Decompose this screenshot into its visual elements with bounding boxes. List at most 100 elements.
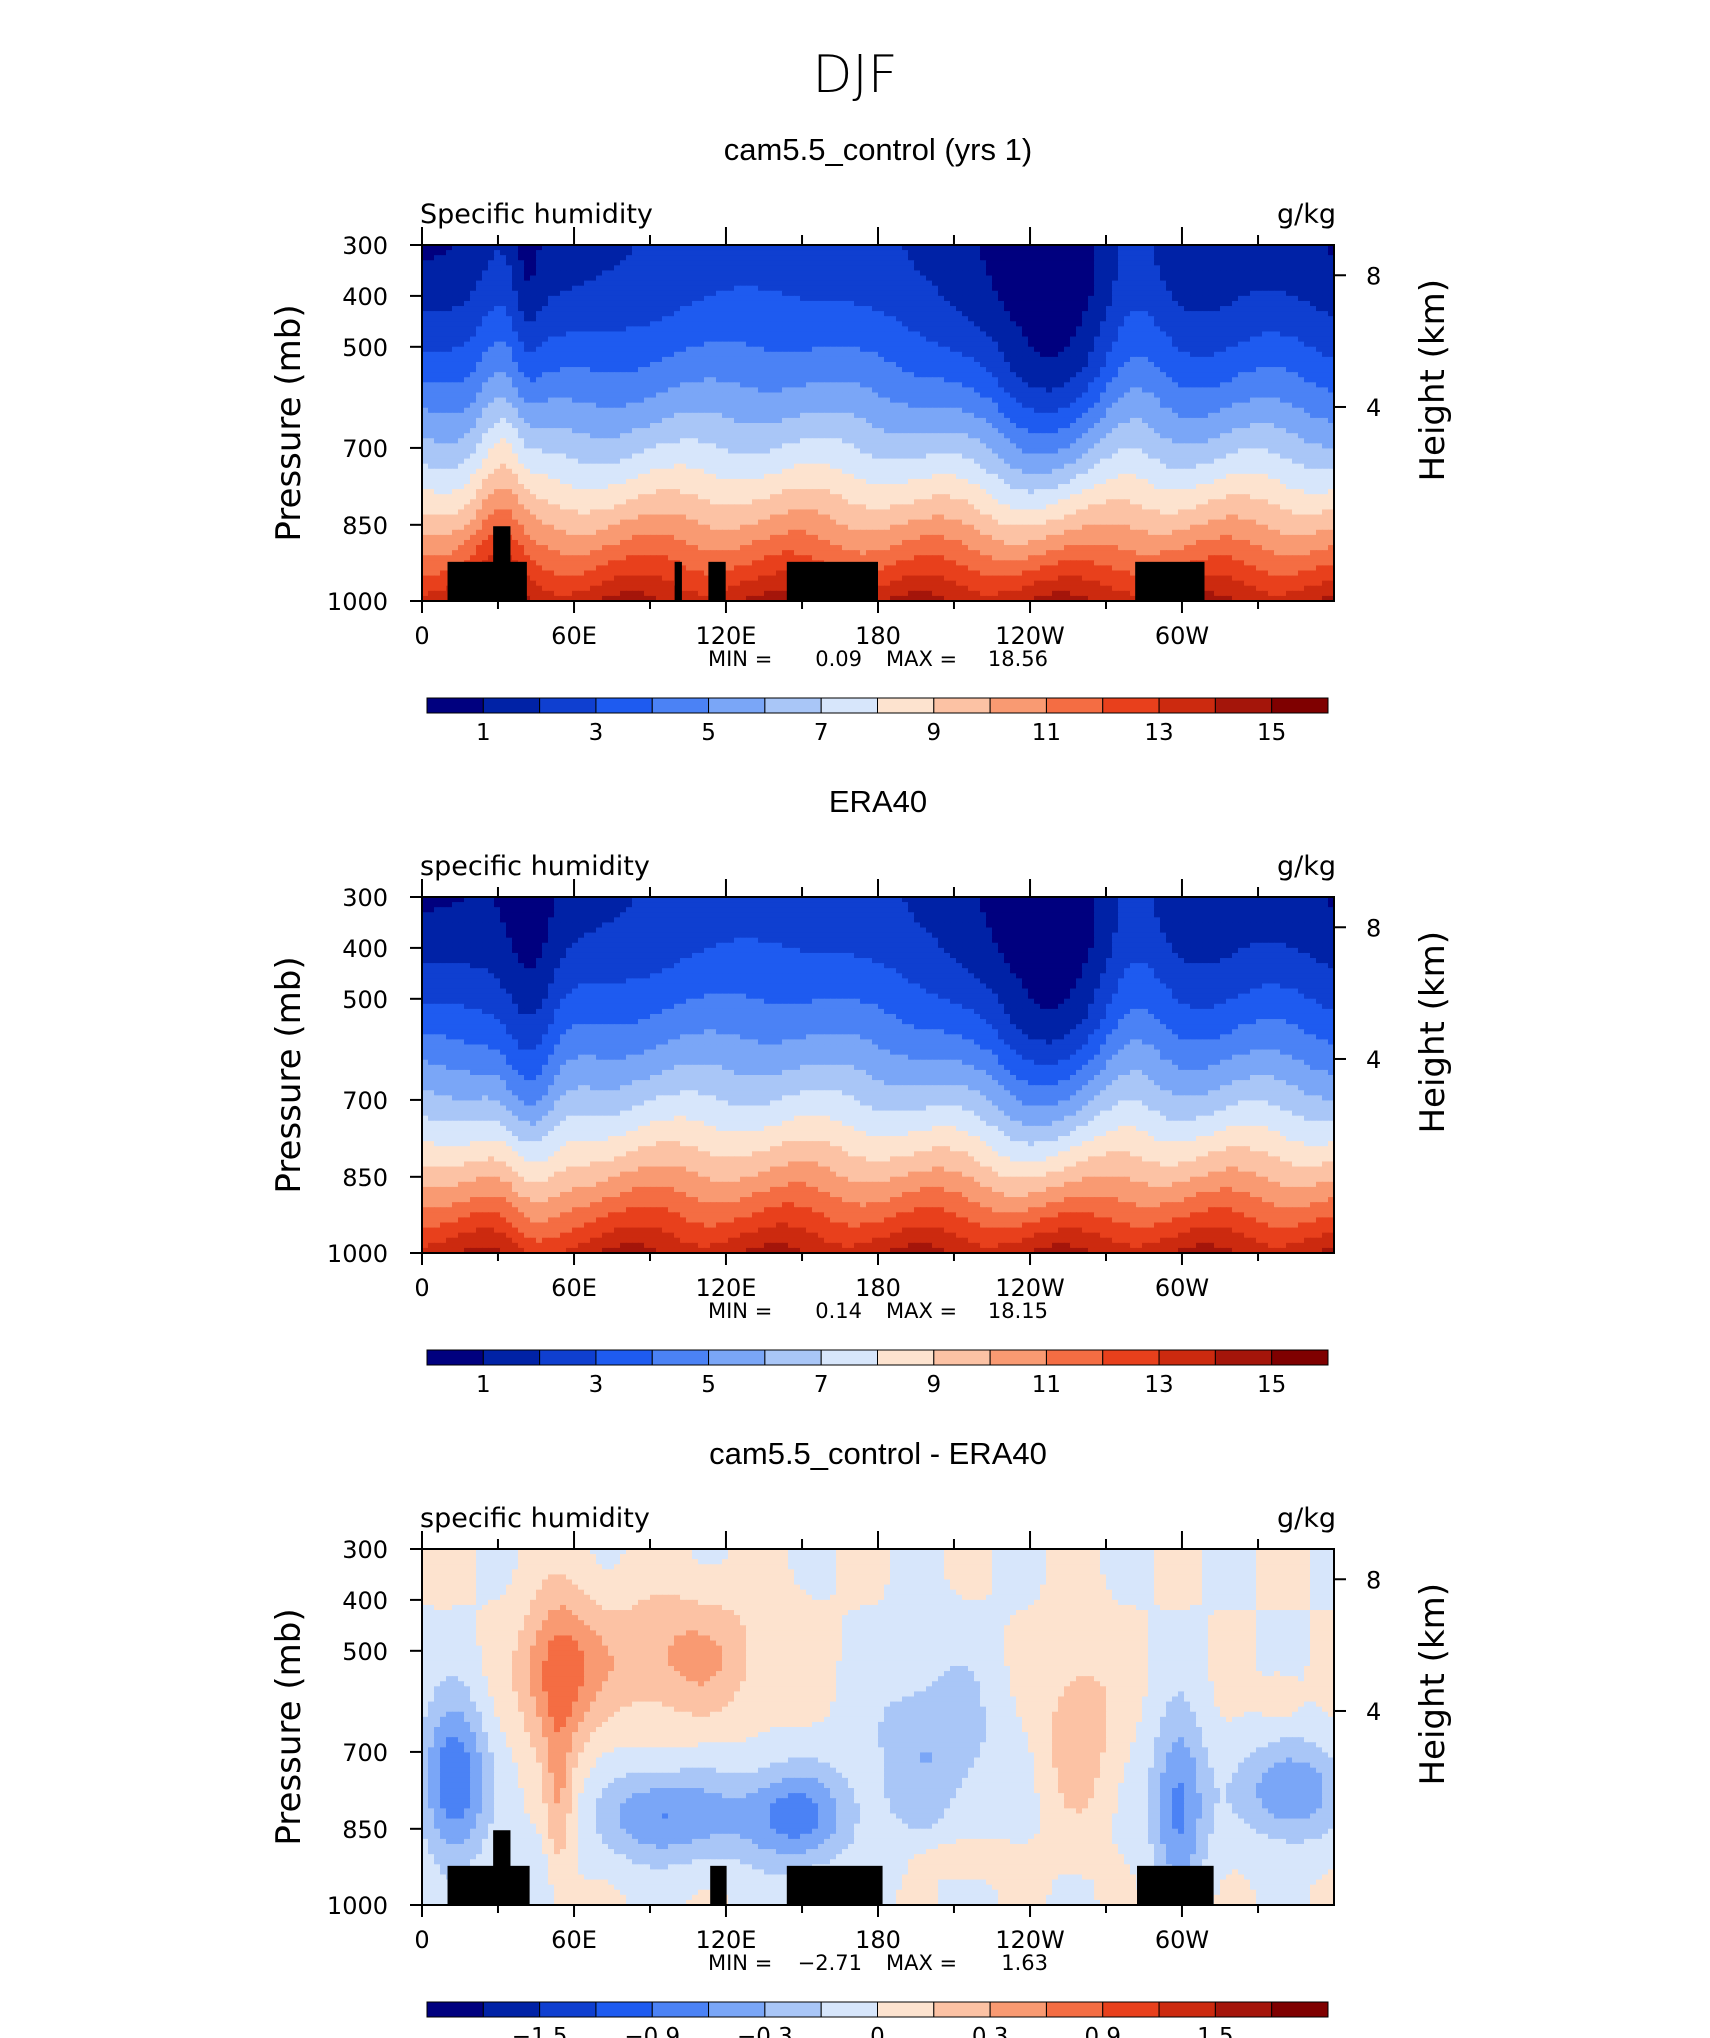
y-tick-label: 400	[342, 283, 388, 311]
topography-mask	[1137, 1865, 1214, 1905]
colorbar-label: 5	[701, 720, 716, 746]
min-value: −2.71	[798, 1951, 862, 1975]
colorbar: 1 3 5 7 9 11 13 15	[426, 1349, 1329, 1398]
colorbar-swatch	[426, 697, 484, 714]
topography-mask	[1135, 561, 1205, 601]
colorbar-swatch	[1214, 2001, 1273, 2018]
x-tick-label: 0	[414, 1274, 429, 1302]
colorbar-swatch	[1271, 2001, 1329, 2018]
colorbar-label: −0.9	[624, 2024, 680, 2038]
topography-mask	[786, 1865, 883, 1905]
colorbar-swatch	[1102, 2001, 1160, 2018]
colorbar: −1.5 −0.9 −0.3 0 0.3 0.9 1.5	[426, 2001, 1329, 2038]
x-tick-label: 120E	[695, 1926, 756, 1954]
panel-title: cam5.5_control - ERA40	[709, 1436, 1047, 1471]
y-axis-title: Pressure (mb)	[269, 1608, 309, 1845]
x-tick-label: 60W	[1155, 1926, 1209, 1954]
contour-field	[422, 245, 1334, 601]
max-value: 18.56	[988, 647, 1048, 671]
contour-field	[422, 897, 1334, 1253]
y-tick-label: 300	[342, 1536, 388, 1564]
chart-panel-1: cam5.5_control (yrs 1) Specific humidity g…	[269, 132, 1453, 746]
colorbar-label: 0.9	[1084, 2024, 1121, 2038]
y-tick-label: 400	[342, 935, 388, 963]
min-value: 0.14	[815, 1299, 862, 1323]
colorbar-label: 5	[701, 1372, 716, 1398]
x-tick-label: 180	[855, 1274, 901, 1302]
y-tick-label: 850	[342, 512, 388, 540]
colorbar-label: −0.3	[737, 2024, 793, 2038]
colorbar-label: 13	[1144, 720, 1173, 746]
colorbar-label: 3	[589, 720, 604, 746]
topography-mask	[674, 561, 682, 601]
topography-mask	[447, 561, 527, 601]
colorbar-swatch	[877, 2001, 935, 2018]
colorbar-swatch	[482, 1349, 541, 1366]
y-tick-label: 500	[342, 1638, 388, 1666]
contour-field	[422, 1549, 1334, 1905]
colorbar-swatch	[933, 2001, 991, 2018]
colorbar-label: 1	[476, 1372, 491, 1398]
max-label: MAX =	[886, 647, 957, 671]
y-tick-label: 850	[342, 1164, 388, 1192]
x-tick-label: 180	[855, 622, 901, 650]
max-label: MAX =	[886, 1299, 957, 1323]
colorbar-swatch	[708, 2001, 766, 2018]
panels: cam5.5_control (yrs 1) Specific humidity g…	[269, 132, 1453, 2038]
colorbar-label: 1.5	[1197, 2024, 1234, 2038]
x-tick-label: 60W	[1155, 622, 1209, 650]
colorbar-swatch	[1045, 1349, 1104, 1366]
units-label: g/kg	[1277, 199, 1336, 230]
topography-mask	[708, 561, 726, 601]
y2-tick-label: 4	[1366, 1698, 1381, 1726]
x-tick-label: 60E	[551, 1926, 597, 1954]
min-label: MIN =	[708, 647, 772, 671]
colorbar-swatch	[877, 1349, 935, 1366]
colorbar-swatch	[482, 697, 541, 714]
colorbar-swatch	[989, 697, 1047, 714]
colorbar-swatch	[1158, 1349, 1216, 1366]
colorbar-swatch	[1271, 697, 1329, 714]
colorbar-label: 15	[1257, 720, 1286, 746]
chart-panel-3: cam5.5_control - ERA40 specific humidity g…	[269, 1436, 1453, 2038]
y2-axis-title: Height (km)	[1413, 931, 1453, 1134]
panel-title: cam5.5_control (yrs 1)	[724, 132, 1032, 167]
y2-tick-label: 8	[1366, 262, 1381, 290]
colorbar-label: 9	[926, 720, 941, 746]
x-tick-label: 120W	[995, 1274, 1065, 1302]
y-tick-label: 300	[342, 884, 388, 912]
colorbar-swatch	[539, 2001, 597, 2018]
colorbar-swatch	[1158, 697, 1216, 714]
colorbar-label: 1	[476, 720, 491, 746]
y2-axis-title: Height (km)	[1413, 279, 1453, 482]
colorbar-swatch	[1102, 697, 1160, 714]
y2-tick-label: 4	[1366, 1046, 1381, 1074]
units-label: g/kg	[1277, 1503, 1336, 1534]
max-label: MAX =	[886, 1951, 957, 1975]
units-label: g/kg	[1277, 851, 1336, 882]
colorbar-label: 0	[870, 2024, 885, 2038]
colorbar-label: −1.5	[512, 2024, 568, 2038]
y-axis-title: Pressure (mb)	[269, 304, 309, 541]
min-value: 0.09	[815, 647, 862, 671]
colorbar-swatch	[539, 697, 597, 714]
x-tick-label: 120E	[695, 622, 756, 650]
colorbar-swatch	[820, 2001, 878, 2018]
topography-mask	[710, 1865, 727, 1905]
y-tick-label: 700	[342, 435, 388, 463]
colorbar-swatch	[877, 697, 935, 714]
x-tick-label: 60W	[1155, 1274, 1209, 1302]
colorbar-label: 11	[1032, 1372, 1061, 1398]
y-tick-label: 700	[342, 1739, 388, 1767]
colorbar-swatch	[482, 2001, 541, 2018]
y2-tick-label: 4	[1366, 394, 1381, 422]
topography-mask	[493, 526, 511, 601]
colorbar-swatch	[426, 1349, 484, 1366]
y2-tick-label: 8	[1366, 1566, 1381, 1594]
colorbar-label: 7	[814, 720, 829, 746]
y2-tick-label: 8	[1366, 914, 1381, 942]
colorbar-swatch	[989, 1349, 1047, 1366]
colorbar-swatch	[651, 1349, 710, 1366]
